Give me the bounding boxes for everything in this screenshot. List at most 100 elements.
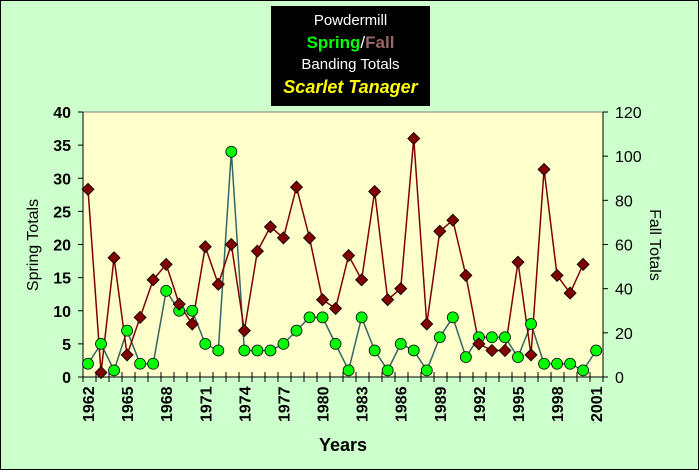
spring-data-point — [212, 344, 225, 357]
x-tick-label: 1986 — [394, 386, 411, 422]
spring-data-point — [433, 331, 446, 344]
spring-data-point — [95, 337, 107, 350]
title-line-powdermill: Powdermill — [313, 12, 388, 29]
fall-data-point — [355, 273, 369, 287]
x-tick-label: 1980 — [316, 386, 333, 422]
spring-data-point — [303, 311, 316, 324]
x-tick-label: 1998 — [550, 386, 567, 422]
x-tick-label: 2001 — [589, 386, 606, 422]
y-tick-label: 10 — [53, 304, 71, 321]
fall-data-point — [485, 343, 499, 358]
spring-data-point — [499, 331, 511, 344]
fall-data-point — [289, 180, 304, 194]
title-spring: Spring — [306, 33, 361, 52]
x-tick-label: 1983 — [355, 386, 372, 422]
y2-tick-label: 60 — [615, 238, 633, 255]
title-slash: / — [360, 33, 366, 52]
fall-data-point — [211, 277, 225, 291]
y-tick-label: 40 — [53, 105, 71, 122]
spring-data-point — [329, 337, 342, 350]
fall-data-point — [381, 293, 395, 307]
fall-data-point — [498, 343, 512, 358]
spring-data-point — [446, 311, 459, 324]
fall-data-point — [537, 162, 551, 176]
spring-data-point — [277, 337, 290, 350]
fall-data-point — [315, 293, 330, 307]
x-axis-title: Years — [319, 435, 367, 455]
fall-data-point — [146, 273, 160, 287]
y2-axis-title: Fall Totals — [646, 209, 663, 281]
chart-title-box: Powdermill Spring/Fall Banding Totals Sc… — [271, 6, 430, 106]
spring-data-point — [225, 145, 238, 158]
fall-data-point — [550, 268, 564, 282]
spring-data-point — [238, 344, 251, 357]
fall-data-point — [250, 244, 264, 258]
fall-data-point — [342, 248, 356, 263]
x-tick-label: 1962 — [81, 386, 98, 422]
spring-data-point — [590, 344, 603, 357]
spring-data-point — [420, 364, 433, 377]
spring-data-point — [486, 331, 498, 344]
fall-data-point — [94, 366, 108, 380]
spring-series-line — [87, 151, 597, 373]
x-tick-label: 1965 — [120, 386, 137, 422]
spring-data-point — [264, 344, 277, 357]
fall-data-point — [433, 224, 447, 238]
spring-data-point — [160, 284, 173, 297]
fall-data-point — [472, 337, 486, 351]
fall-data-point — [237, 324, 251, 338]
spring-data-point — [82, 357, 94, 370]
spring-data-point — [512, 351, 524, 364]
spring-data-point — [121, 324, 133, 337]
spring-data-point — [551, 357, 563, 370]
y2-tick-label: 100 — [615, 149, 642, 166]
fall-data-point — [368, 184, 382, 199]
y2-tick-label: 40 — [615, 282, 633, 299]
spring-data-point — [564, 357, 577, 370]
x-tick-label: 1992 — [472, 386, 489, 422]
fall-data-point — [263, 220, 277, 234]
y-tick-label: 20 — [53, 238, 71, 255]
spring-data-point — [147, 357, 160, 370]
spring-data-point — [342, 364, 355, 377]
fall-data-point — [159, 257, 173, 271]
spring-data-point — [316, 311, 329, 324]
fall-data-point — [276, 231, 291, 245]
y2-tick-label: 80 — [615, 193, 633, 210]
fall-data-point — [185, 317, 199, 331]
plot-area — [82, 111, 604, 378]
y-tick-label: 35 — [53, 138, 71, 155]
x-tick-label: 1989 — [433, 386, 450, 422]
spring-data-point — [577, 364, 590, 377]
fall-data-point — [511, 255, 525, 269]
spring-data-point — [538, 357, 550, 370]
spring-data-point — [459, 351, 472, 364]
x-tick-label: 1974 — [237, 386, 254, 422]
spring-data-point — [525, 318, 537, 330]
spring-data-point — [251, 344, 264, 357]
title-line-banding: Banding Totals — [301, 56, 400, 73]
title-line-spring-fall: Spring/Fall — [272, 32, 429, 54]
fall-data-point — [302, 231, 317, 245]
title-species: Scarlet Tanager — [283, 77, 418, 97]
x-tick-label: 1995 — [511, 386, 528, 422]
spring-data-point — [290, 324, 303, 337]
fall-data-point — [172, 297, 186, 311]
y-tick-label: 0 — [62, 370, 71, 387]
fall-data-point — [394, 282, 408, 296]
spring-data-point — [186, 304, 199, 317]
spring-data-point — [381, 364, 394, 377]
fall-data-point — [576, 257, 590, 271]
spring-data-point — [407, 344, 420, 357]
fall-data-point — [524, 348, 538, 362]
y-tick-label: 5 — [62, 337, 71, 354]
title-fall: Fall — [365, 33, 395, 52]
fall-data-point — [407, 131, 421, 146]
fall-data-point — [446, 213, 460, 227]
fall-data-point — [224, 237, 238, 252]
y2-tick-label: 0 — [615, 370, 624, 387]
spring-data-point — [199, 337, 212, 350]
fall-data-point — [81, 182, 95, 196]
spring-data-point — [394, 337, 407, 350]
